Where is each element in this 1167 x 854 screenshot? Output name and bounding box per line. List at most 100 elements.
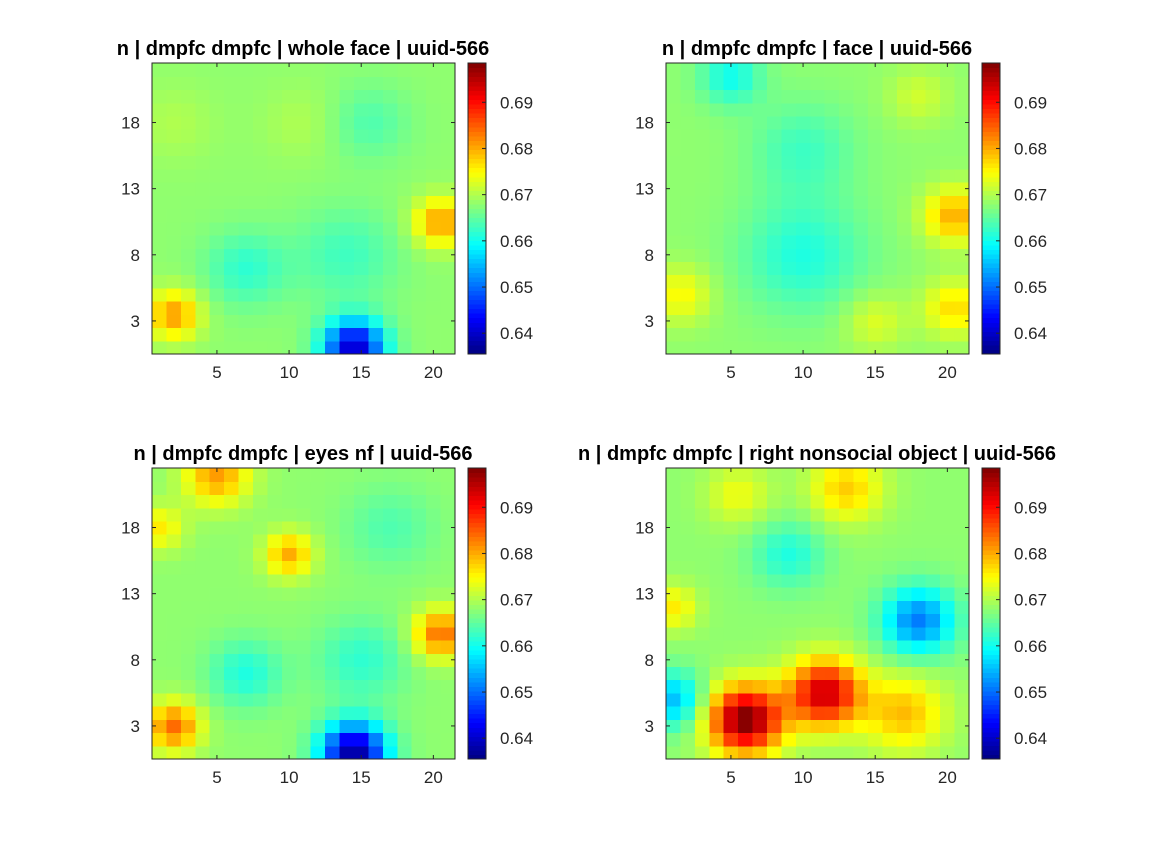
heatmap-cell: [940, 155, 956, 170]
heatmap-cell: [723, 732, 739, 747]
heatmap-cell: [354, 732, 370, 747]
heatmap-cell: [882, 639, 898, 654]
heatmap-cell: [680, 182, 696, 196]
heatmap-cell: [310, 679, 326, 694]
heatmap-cell: [896, 719, 912, 734]
heatmap-cell: [267, 208, 283, 223]
heatmap-cell: [810, 155, 826, 170]
heatmap-cell: [339, 600, 355, 615]
colorbar-segment: [982, 731, 1000, 737]
colorbar-segment: [468, 672, 486, 678]
heatmap-cell: [281, 666, 297, 681]
heatmap-cell: [180, 155, 196, 170]
heatmap-cell: [195, 301, 211, 315]
heatmap-cell: [166, 327, 182, 342]
heatmap-cell: [738, 340, 754, 355]
heatmap-cell: [940, 481, 956, 496]
heatmap-cell: [209, 719, 225, 734]
heatmap-cell: [224, 287, 240, 302]
heatmap-cell: [954, 653, 970, 668]
colorbar-segment: [982, 599, 1000, 606]
heatmap-cell: [767, 547, 783, 562]
heatmap-cell: [209, 468, 225, 482]
heatmap-cell: [767, 102, 783, 117]
heatmap-cell: [723, 327, 739, 342]
heatmap-cell: [839, 573, 855, 588]
colorbar-segment: [468, 654, 486, 660]
heatmap-cell: [426, 142, 442, 157]
heatmap-cell: [209, 732, 225, 747]
x-tick-label: 15: [352, 768, 371, 787]
heatmap-cell: [368, 547, 384, 562]
heatmap-cell: [296, 560, 312, 575]
heatmap-cell: [296, 234, 312, 249]
heatmap-cell: [166, 468, 182, 482]
heatmap-cell: [752, 301, 768, 315]
heatmap-cell: [767, 63, 783, 77]
heatmap-cell: [253, 468, 269, 482]
heatmap-cell: [296, 76, 312, 91]
heatmap-cell: [253, 89, 269, 104]
heatmap-cell: [354, 63, 370, 77]
colorbar-tick-label: 0.66: [1014, 232, 1047, 251]
colorbar-segment: [468, 90, 486, 96]
heatmap-cell: [839, 613, 855, 628]
heatmap-cell: [411, 182, 427, 196]
heatmap-cell: [310, 494, 326, 509]
heatmap-cell: [354, 261, 370, 276]
heatmap-cell: [382, 468, 398, 482]
heatmap-cell: [868, 287, 884, 302]
heatmap-cell: [738, 547, 754, 562]
heatmap-cell: [694, 706, 710, 720]
heatmap-cell: [839, 494, 855, 509]
heatmap-cell: [209, 274, 225, 289]
heatmap-cell: [382, 89, 398, 104]
heatmap-cell: [824, 102, 840, 117]
heatmap-cell: [267, 63, 283, 77]
colorbar-segment: [982, 631, 1000, 637]
heatmap-cell: [426, 547, 442, 562]
heatmap-cell: [281, 732, 297, 747]
heatmap-cell: [411, 142, 427, 157]
heatmap-cell: [152, 666, 168, 681]
heatmap-cell: [368, 679, 384, 694]
heatmap-cell: [752, 155, 768, 170]
heatmap-cell: [723, 481, 739, 496]
heatmap-cell: [680, 208, 696, 223]
heatmap-cell: [940, 560, 956, 575]
heatmap-cell: [440, 208, 456, 223]
heatmap-cell: [824, 587, 840, 601]
heatmap-cell: [795, 719, 811, 734]
heatmap-cell: [767, 155, 783, 170]
heatmap-cell: [224, 221, 240, 236]
colorbar-segment: [982, 740, 1000, 746]
heatmap-cell: [368, 600, 384, 615]
heatmap-cell: [824, 221, 840, 236]
colorbar-tick-label: 0.66: [500, 637, 533, 656]
heatmap-cell: [853, 520, 869, 535]
heatmap-cell: [752, 208, 768, 223]
heatmap-cell: [310, 520, 326, 535]
heatmap-cell: [767, 195, 783, 210]
heatmap-cell: [868, 653, 884, 668]
heatmap-cell: [426, 653, 442, 668]
x-tick-label: 5: [726, 768, 735, 787]
heatmap-cell: [195, 745, 211, 760]
heatmap-cell: [781, 692, 797, 707]
heatmap-cell: [853, 468, 869, 482]
heatmap-cell: [382, 261, 398, 276]
heatmap-cell: [368, 692, 384, 707]
colorbar-segment: [982, 231, 1000, 237]
heatmap-cell: [354, 745, 370, 760]
heatmap-cell: [868, 102, 884, 117]
heatmap-cell: [925, 102, 941, 117]
heatmap-cell: [310, 115, 326, 130]
heatmap-cell: [238, 600, 254, 615]
heatmap-cell: [795, 547, 811, 562]
heatmap-cell: [310, 142, 326, 157]
heatmap-cell: [694, 301, 710, 315]
heatmap-cell: [152, 534, 168, 548]
heatmap-cell: [954, 89, 970, 104]
heatmap-cell: [911, 547, 927, 562]
heatmap-cell: [152, 234, 168, 249]
